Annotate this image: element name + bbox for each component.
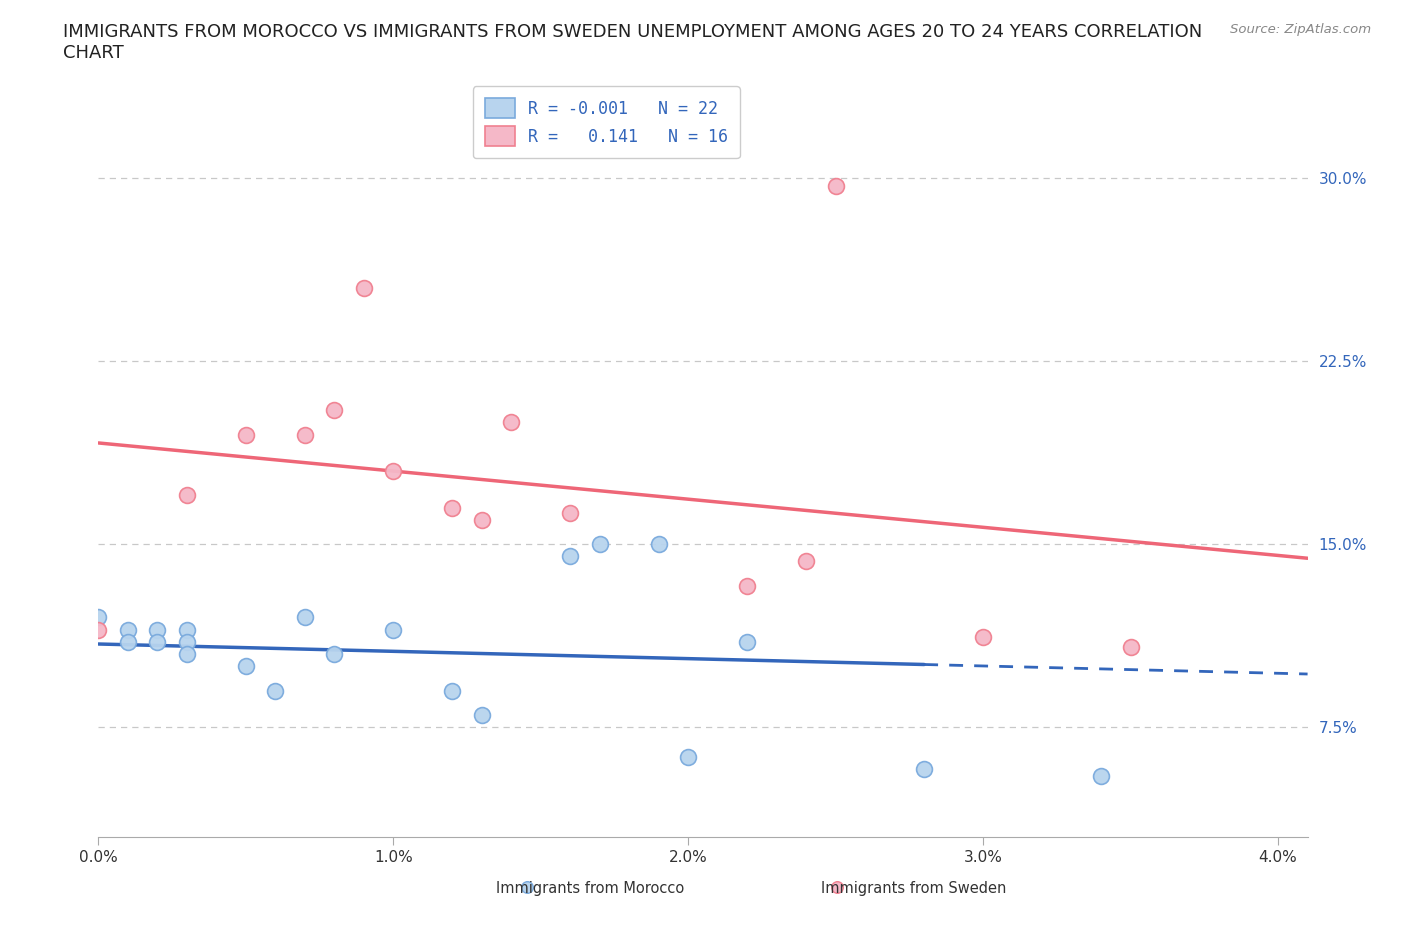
- Point: [176, 488, 198, 503]
- Point: [501, 415, 523, 430]
- Point: [735, 634, 758, 649]
- Point: [1119, 639, 1142, 654]
- Point: [176, 646, 198, 661]
- Point: [516, 880, 538, 895]
- Point: [1090, 768, 1112, 783]
- Point: [382, 622, 405, 637]
- Point: [176, 634, 198, 649]
- Point: [235, 427, 257, 442]
- Point: [146, 622, 169, 637]
- Point: [176, 622, 198, 637]
- Point: [441, 684, 464, 698]
- Point: [589, 537, 612, 551]
- Point: [323, 646, 346, 661]
- Text: IMMIGRANTS FROM MOROCCO VS IMMIGRANTS FROM SWEDEN UNEMPLOYMENT AMONG AGES 20 TO : IMMIGRANTS FROM MOROCCO VS IMMIGRANTS FR…: [63, 23, 1202, 41]
- Point: [117, 634, 139, 649]
- Point: [235, 658, 257, 673]
- Point: [912, 762, 935, 777]
- Point: [87, 622, 110, 637]
- Point: [678, 749, 700, 764]
- Point: [471, 708, 494, 723]
- Point: [972, 630, 994, 644]
- Point: [264, 684, 287, 698]
- Point: [87, 610, 110, 625]
- Point: [117, 622, 139, 637]
- Point: [294, 610, 316, 625]
- Text: Immigrants from Sweden: Immigrants from Sweden: [821, 881, 1007, 896]
- Point: [382, 464, 405, 479]
- Point: [441, 500, 464, 515]
- Point: [735, 578, 758, 593]
- Point: [353, 281, 375, 296]
- Point: [146, 634, 169, 649]
- Point: [294, 427, 316, 442]
- Point: [560, 505, 582, 520]
- Point: [824, 179, 846, 193]
- Text: Source: ZipAtlas.com: Source: ZipAtlas.com: [1230, 23, 1371, 36]
- Text: Immigrants from Morocco: Immigrants from Morocco: [496, 881, 685, 896]
- Point: [825, 880, 848, 895]
- Legend: R = -0.001   N = 22, R =   0.141   N = 16: R = -0.001 N = 22, R = 0.141 N = 16: [472, 86, 740, 158]
- Point: [560, 549, 582, 564]
- Point: [323, 403, 346, 418]
- Text: CHART: CHART: [63, 44, 124, 61]
- Point: [471, 512, 494, 527]
- Point: [648, 537, 671, 551]
- Point: [794, 554, 817, 569]
